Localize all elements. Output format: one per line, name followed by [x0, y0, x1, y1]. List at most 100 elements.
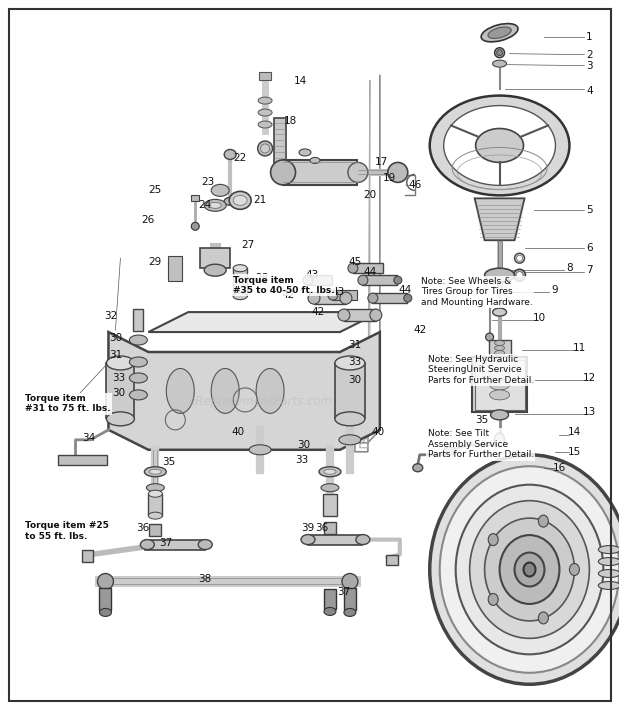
- Text: Torque item #25
to 55 ft. lbs.: Torque item #25 to 55 ft. lbs.: [25, 521, 109, 541]
- Text: 21: 21: [254, 195, 267, 205]
- Text: 46: 46: [408, 180, 422, 190]
- Ellipse shape: [130, 373, 148, 383]
- Text: 22: 22: [234, 153, 247, 163]
- Ellipse shape: [538, 515, 548, 527]
- Bar: [489, 340, 510, 356]
- Text: 1: 1: [586, 32, 593, 42]
- Text: 6: 6: [586, 244, 593, 253]
- Ellipse shape: [338, 309, 350, 321]
- Ellipse shape: [516, 272, 523, 278]
- Text: 15: 15: [568, 447, 581, 457]
- Text: 33: 33: [295, 455, 309, 465]
- Ellipse shape: [324, 608, 336, 616]
- Text: 38: 38: [198, 574, 212, 584]
- Ellipse shape: [488, 594, 498, 606]
- Text: 33: 33: [112, 373, 125, 383]
- Ellipse shape: [97, 574, 113, 589]
- Ellipse shape: [456, 485, 603, 655]
- Text: 43: 43: [331, 287, 345, 297]
- Ellipse shape: [490, 390, 510, 400]
- Text: 4: 4: [586, 86, 593, 96]
- Bar: [168, 256, 182, 280]
- Bar: [145, 540, 205, 550]
- Ellipse shape: [513, 269, 526, 281]
- Ellipse shape: [476, 129, 523, 163]
- Ellipse shape: [319, 466, 341, 476]
- Ellipse shape: [308, 292, 320, 304]
- Ellipse shape: [430, 455, 620, 684]
- Text: 30: 30: [298, 439, 311, 450]
- Ellipse shape: [301, 535, 315, 545]
- Text: 32: 32: [104, 311, 117, 321]
- Ellipse shape: [388, 163, 408, 182]
- Text: 19: 19: [383, 173, 396, 183]
- Text: 18: 18: [283, 116, 296, 126]
- Ellipse shape: [497, 50, 503, 55]
- Ellipse shape: [321, 484, 339, 492]
- Ellipse shape: [481, 23, 518, 42]
- Ellipse shape: [485, 333, 494, 341]
- Ellipse shape: [394, 276, 402, 284]
- Ellipse shape: [404, 294, 412, 302]
- Text: 30: 30: [109, 333, 122, 343]
- Text: 40: 40: [232, 427, 245, 437]
- Bar: [200, 248, 230, 268]
- Ellipse shape: [490, 370, 510, 380]
- Bar: [58, 455, 107, 465]
- Ellipse shape: [495, 48, 505, 58]
- Text: 14: 14: [568, 427, 581, 437]
- Ellipse shape: [469, 501, 590, 638]
- Ellipse shape: [569, 564, 580, 576]
- Ellipse shape: [493, 308, 507, 316]
- Ellipse shape: [107, 356, 135, 370]
- Text: 30: 30: [112, 388, 125, 398]
- Text: 40: 40: [371, 427, 384, 437]
- Ellipse shape: [148, 490, 162, 497]
- Bar: [133, 309, 143, 331]
- Ellipse shape: [146, 484, 164, 492]
- Text: 42: 42: [413, 325, 427, 335]
- Text: 35: 35: [162, 457, 175, 466]
- Ellipse shape: [233, 265, 247, 272]
- Text: 37: 37: [159, 537, 172, 547]
- Ellipse shape: [515, 253, 525, 263]
- Ellipse shape: [358, 275, 368, 285]
- Ellipse shape: [260, 144, 270, 153]
- Bar: [324, 522, 336, 534]
- Ellipse shape: [516, 255, 523, 261]
- Polygon shape: [148, 312, 380, 332]
- Text: Torque item
#35 to 40-50 ft. lbs.: Torque item #35 to 40-50 ft. lbs.: [232, 275, 334, 295]
- Polygon shape: [475, 198, 525, 240]
- Ellipse shape: [233, 195, 247, 205]
- Ellipse shape: [370, 309, 382, 321]
- Text: 16: 16: [553, 463, 566, 473]
- Text: 5: 5: [586, 205, 593, 215]
- Text: Note: See Wheels &
Tires Group for Tires
and Mounting Hardware.: Note: See Wheels & Tires Group for Tires…: [422, 277, 533, 307]
- Text: eReplacementParts.com: eReplacementParts.com: [188, 395, 333, 408]
- Text: 14: 14: [293, 76, 307, 86]
- Bar: [362, 275, 397, 285]
- Bar: [233, 268, 247, 296]
- Text: 36: 36: [316, 523, 329, 532]
- Bar: [344, 589, 356, 611]
- Bar: [475, 360, 525, 410]
- Bar: [148, 493, 162, 515]
- Text: 10: 10: [533, 313, 546, 323]
- Text: 9: 9: [551, 285, 558, 295]
- Ellipse shape: [339, 435, 361, 444]
- Ellipse shape: [140, 540, 154, 550]
- Ellipse shape: [598, 545, 620, 554]
- Ellipse shape: [229, 192, 251, 209]
- Bar: [107, 364, 135, 418]
- Ellipse shape: [144, 466, 166, 476]
- Ellipse shape: [204, 200, 226, 212]
- Bar: [191, 195, 199, 202]
- Ellipse shape: [490, 410, 508, 420]
- Ellipse shape: [342, 574, 358, 589]
- Text: 7: 7: [586, 266, 593, 275]
- Ellipse shape: [130, 357, 148, 367]
- Ellipse shape: [130, 390, 148, 400]
- Ellipse shape: [515, 552, 544, 586]
- Bar: [81, 550, 94, 562]
- Text: Note: See Tilt
Assembly Service
Parts for Further Detail.: Note: See Tilt Assembly Service Parts fo…: [428, 430, 534, 459]
